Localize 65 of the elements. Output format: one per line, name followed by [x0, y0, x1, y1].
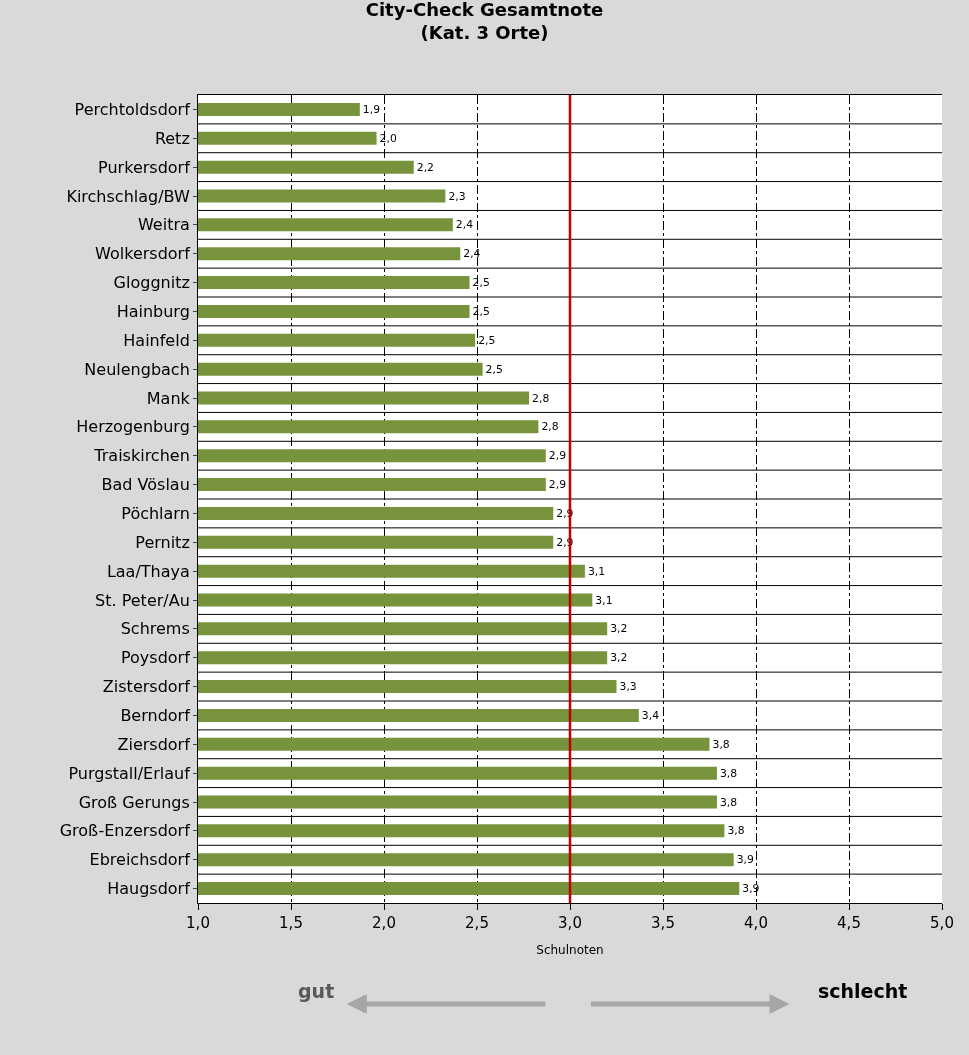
data-label: 3,2 — [610, 622, 628, 636]
data-label: 3,1 — [587, 564, 606, 578]
data-label: 2,2 — [416, 160, 434, 174]
y-tick-label: Traiskirchen — [93, 446, 190, 466]
text: gut — [298, 980, 335, 1002]
x-tick-label: 1,0 — [186, 914, 210, 932]
y-tick-label: Laa/Thaya — [106, 561, 190, 581]
data-label: 2,9 — [548, 449, 567, 463]
y-tick-label: Ziersdorf — [117, 734, 191, 754]
x-tick-label: 2,5 — [465, 914, 489, 932]
y-tick-label: Berndorf — [120, 706, 191, 726]
data-label: 2,4 — [455, 218, 474, 232]
data-label: 3,1 — [595, 593, 613, 607]
chart-title: City-Check Gesamtnote (Kat. 3 Orte) — [365, 0, 604, 44]
data-label: 2,5 — [478, 333, 496, 347]
text: schlecht — [818, 980, 908, 1002]
data-label: 1,9 — [362, 103, 381, 117]
y-tick-label: Groß-Enzersdorf — [59, 821, 191, 841]
x-tick-label: 2,0 — [372, 914, 396, 932]
y-tick-label: Wolkersdorf — [95, 244, 191, 264]
y-tick-label: Ebreichsdorf — [89, 850, 191, 870]
data-label: 2,8 — [532, 391, 550, 405]
data-label: 2,9 — [548, 478, 567, 492]
y-tick-label: Zistersdorf — [102, 677, 191, 697]
x-tick-label: 5,0 — [930, 914, 954, 932]
data-label: 2,4 — [463, 247, 481, 261]
y-tick-label: Purgstall/Erlauf — [68, 763, 191, 783]
x-tick-label: 4,0 — [744, 914, 768, 932]
y-tick-label: Schrems — [120, 619, 190, 639]
y-tick-label: Haugsdorf — [107, 879, 191, 899]
y-tick-label: Poysdorf — [120, 648, 191, 668]
y-tick-label: Hainburg — [116, 302, 190, 322]
data-label: 2,8 — [541, 420, 559, 434]
y-tick-label: Kirchschlag/BW — [66, 186, 190, 206]
y-tick-label: Perchtoldsdorf — [74, 100, 191, 120]
x-tick-label: 4,5 — [837, 914, 861, 932]
x-tick-label: 3,0 — [558, 914, 582, 932]
y-tick-label: Mank — [146, 388, 191, 408]
data-label: 3,2 — [610, 651, 628, 665]
y-tick-label: Gloggnitz — [113, 273, 190, 293]
y-tick-label: Hainfeld — [123, 330, 190, 350]
data-label: 3,9 — [742, 882, 760, 896]
y-tick-label: Herzogenburg — [76, 417, 190, 437]
y-tick-label: Pöchlarn — [121, 504, 190, 524]
data-label: 3,8 — [712, 737, 730, 751]
y-tick-label: Purkersdorf — [98, 157, 191, 177]
y-tick-label: Weitra — [137, 215, 190, 235]
x-axis-title: Schulnoten — [536, 942, 604, 957]
data-label: 3,8 — [727, 824, 745, 838]
data-label: 2,3 — [448, 189, 466, 203]
data-label: 3,8 — [719, 766, 738, 780]
data-label: 3,8 — [719, 795, 738, 809]
data-label: 3,3 — [619, 680, 637, 694]
data-label: 3,9 — [736, 853, 754, 867]
y-tick-label: Retz — [154, 128, 190, 148]
data-label: 2,5 — [485, 362, 503, 376]
data-label: 3,4 — [641, 709, 660, 723]
y-tick-label: Neulengbach — [84, 359, 190, 379]
x-tick-label: 3,5 — [651, 914, 675, 932]
y-tick-label: Groß Gerungs — [78, 792, 190, 812]
y-tick-label: St. Peter/Au — [95, 590, 190, 610]
y-tick-label: Pernitz — [135, 532, 190, 552]
x-tick-label: 1,5 — [279, 914, 303, 932]
data-label: 2,5 — [472, 305, 490, 319]
y-tick-label: Bad Vöslau — [101, 475, 190, 495]
